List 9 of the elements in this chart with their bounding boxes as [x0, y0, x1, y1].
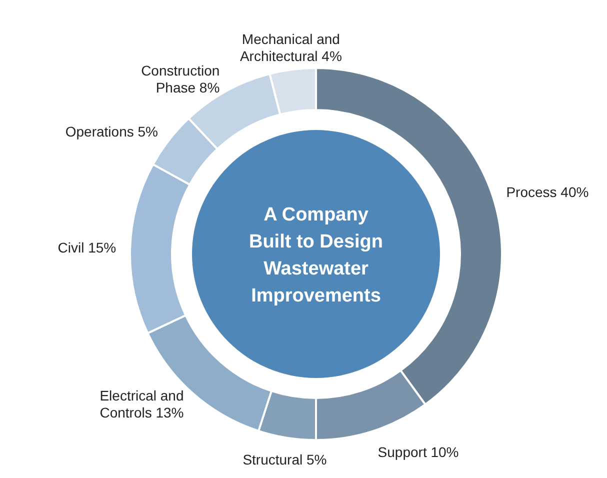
text: A Company Built to Design Wastewater Improvements [248, 204, 384, 306]
slice-label: Electrical and Controls 13% [100, 388, 184, 421]
slice-label: Support 10% [378, 444, 459, 460]
slice-label: Mechanical and Architectural 4% [240, 31, 342, 64]
slice-label: Civil 15% [58, 240, 116, 256]
slice-label: Construction Phase 8% [141, 62, 220, 96]
slice-label: Operations 5% [65, 123, 158, 140]
slice-label: Process 40% [506, 184, 589, 200]
slice-label: Structural 5% [242, 452, 327, 468]
